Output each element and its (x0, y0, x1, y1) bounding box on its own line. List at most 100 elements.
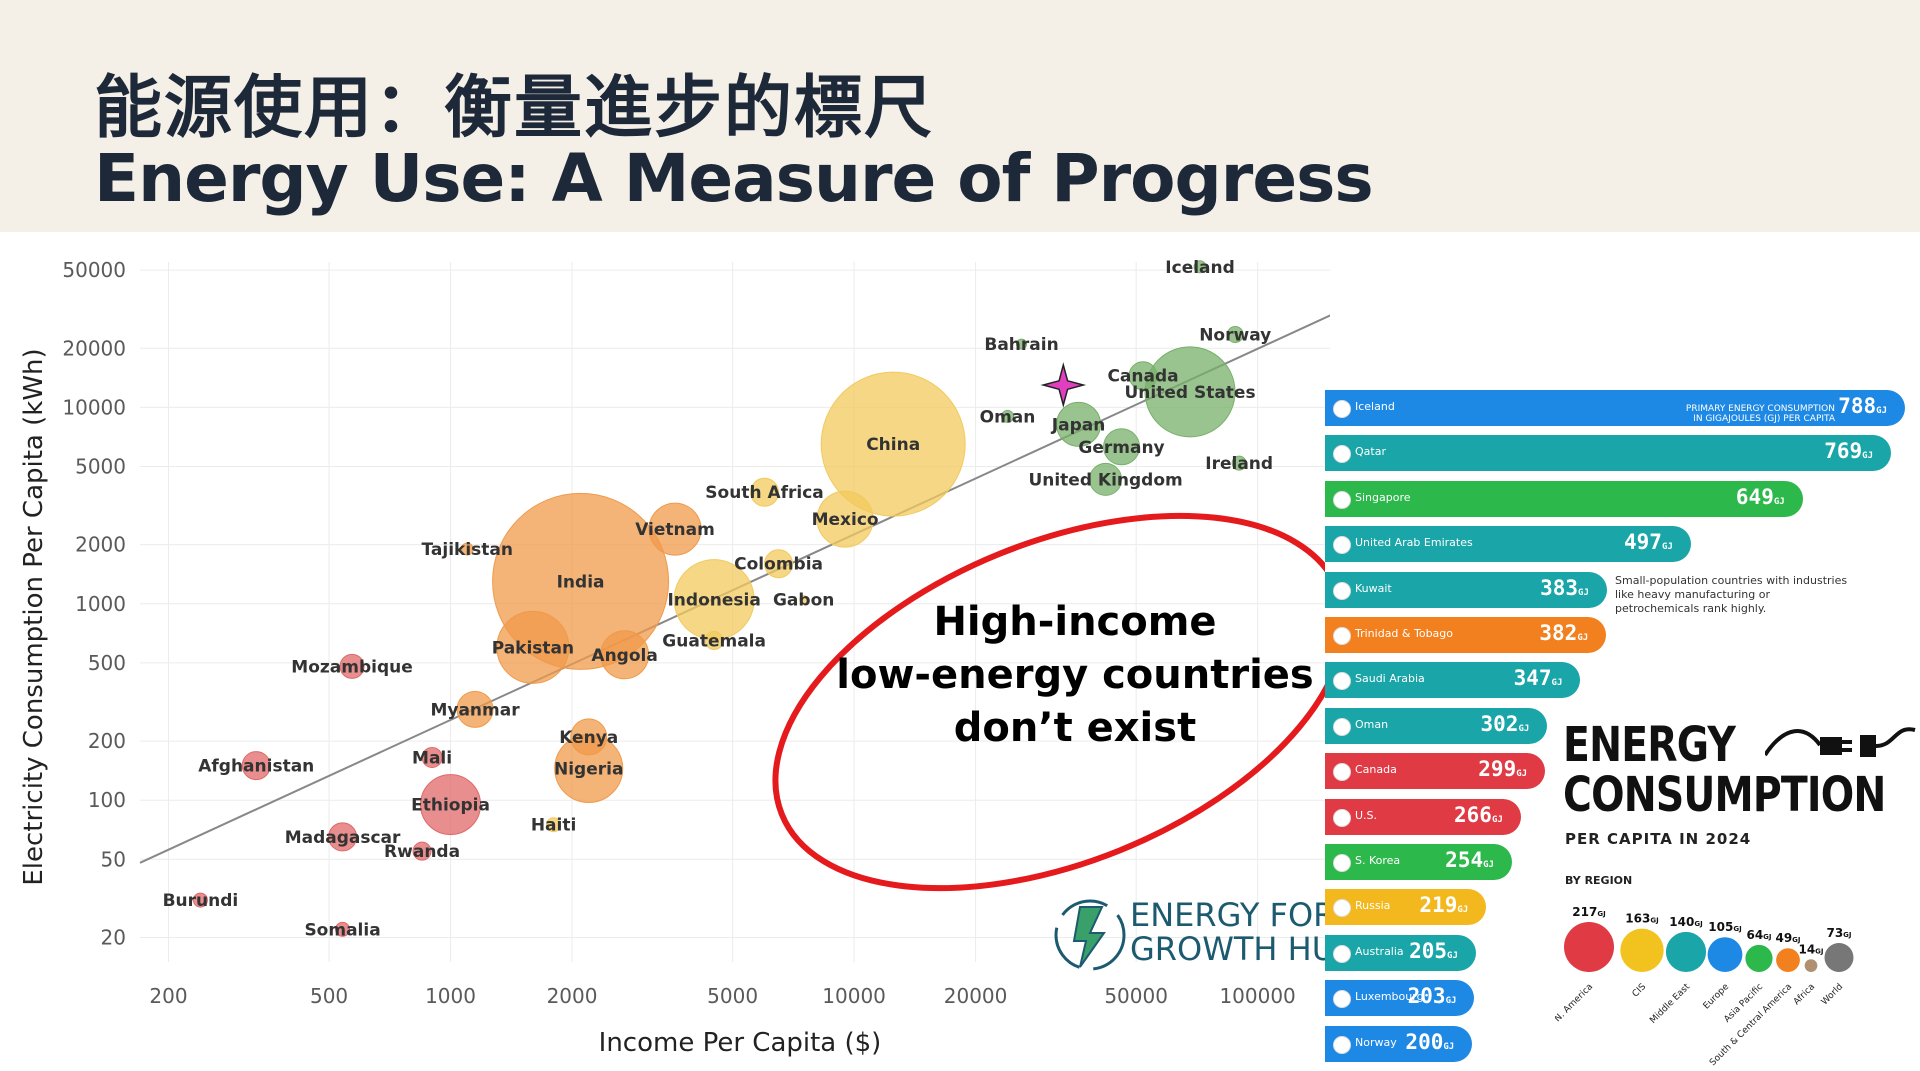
x-tick-label: 1000 (425, 984, 476, 1008)
bar-label: S. Korea (1355, 854, 1401, 867)
bar-canada: Canada 299GJ (1325, 753, 1546, 790)
bar-label: Russia (1355, 899, 1391, 913)
point-ethiopia (420, 774, 482, 836)
point-mali (421, 746, 443, 768)
label-ireland: Ireland (1205, 454, 1273, 474)
title-english: Energy Use: A Measure of Progress (94, 140, 1374, 217)
label-united-kingdom: United Kingdom (1028, 470, 1182, 490)
bar-label: Iceland (1355, 400, 1395, 413)
y-tick-label: 50 (101, 847, 126, 871)
bar-label: Singapore (1355, 490, 1411, 504)
x-tick-label: 500 (310, 984, 348, 1008)
region-value: 217GJ (1572, 905, 1605, 919)
bar-label: Norway (1355, 1035, 1397, 1049)
flag-icon (1333, 990, 1351, 1009)
point-ireland (1231, 455, 1247, 471)
flag-icon (1333, 854, 1351, 872)
x-tick-label: 50000 (1104, 984, 1168, 1008)
region-bubble (1745, 944, 1773, 972)
point-mexico (816, 490, 874, 548)
y-tick-label: 20 (101, 925, 126, 949)
point-madagascar (328, 822, 358, 852)
annotation-line-2: low-energy countries (836, 652, 1313, 698)
point-norway (1226, 326, 1244, 344)
bar-label: Canada (1355, 763, 1397, 777)
bar-value: 769GJ (1824, 439, 1873, 464)
point-germany (1103, 428, 1141, 466)
logo-text: ENERGY FOR GROWTH HUB (1130, 898, 1357, 966)
point-gabon (799, 595, 809, 605)
bar-value: 383GJ (1540, 575, 1589, 600)
bar-oman: Oman 302GJ (1325, 707, 1548, 744)
bar-value: 302GJ (1480, 711, 1530, 736)
region-bubble (1707, 937, 1743, 972)
bar-value: 266GJ (1454, 802, 1503, 827)
point-iceland (1193, 260, 1207, 274)
flag-icon (1333, 763, 1351, 782)
bar-kuwait: Kuwait 383GJ (1325, 571, 1607, 608)
region-bubble (1620, 928, 1664, 972)
label-myanmar: Myanmar (430, 700, 520, 720)
point-vietnam (648, 502, 702, 556)
bar-value: 497GJ (1624, 530, 1673, 555)
y-tick-label: 50000 (62, 258, 126, 282)
bar-label: United Arab Emirates (1355, 536, 1473, 550)
point-rwanda (412, 841, 432, 861)
label-norway: Norway (1199, 326, 1271, 346)
y-tick-label: 2000 (75, 533, 126, 557)
bar-label: U.S. (1355, 808, 1378, 822)
x-tick-label: 5000 (707, 984, 758, 1008)
region-value: 105GJ (1708, 920, 1741, 934)
bar-australia: Australia 205GJ (1325, 934, 1476, 971)
label-india: India (557, 572, 605, 592)
flag-icon (1333, 627, 1351, 645)
label-canada: Canada (1107, 367, 1178, 387)
infographic-subtitle: PER CAPITA IN 2024 (1565, 830, 1752, 848)
bar-value: 219GJ (1419, 893, 1469, 918)
point-haiti (546, 817, 562, 833)
point-myanmar (456, 690, 494, 728)
region-value: 14GJ (1798, 942, 1823, 956)
logo-line-1: ENERGY FOR (1130, 896, 1336, 934)
x-tick-labels: 200 500 1000 2000 5000 10000 20000 50000 100000 (149, 984, 1295, 1008)
annotation-line-3: don’t exist (954, 705, 1196, 751)
y-tick-label: 500 (88, 651, 126, 675)
label-iceland: Iceland (1165, 258, 1235, 278)
bar-value: 347GJ (1513, 666, 1563, 691)
y-axis-label: Electricity Consumption Per Capita (kWh) (19, 348, 49, 885)
title-banner: 能源使用：衡量進步的標尺 Energy Use: A Measure of Pr… (0, 0, 1920, 232)
region-bubble (1804, 959, 1818, 972)
x-tick-label: 100000 (1219, 984, 1295, 1008)
y-tick-label: 5000 (75, 455, 126, 479)
label-guatemala: Guatemala (662, 632, 766, 652)
point-tajikistan (460, 542, 474, 556)
point-bahrain (1016, 338, 1028, 350)
flag-icon (1333, 581, 1351, 600)
label-madagascar: Madagascar (285, 828, 401, 848)
title-chinese: 能源使用：衡量進步的標尺 (94, 69, 935, 148)
flag-icon (1333, 445, 1351, 464)
region-bubble (1776, 948, 1800, 972)
label-mexico: Mexico (812, 510, 879, 530)
flag-icon (1333, 717, 1351, 736)
point-somalia (335, 921, 351, 937)
point-afghanistan (241, 751, 271, 781)
data-points (192, 260, 1247, 937)
annotation-line-1: High-income (933, 599, 1216, 645)
ranking-note: Small-population countries with industri… (1615, 574, 1848, 615)
point-burundi (192, 892, 208, 908)
flag-icon (1333, 808, 1351, 827)
bar-norway: Norway 200GJ (1325, 1025, 1473, 1062)
region-value: 49GJ (1775, 931, 1800, 945)
bar-luxembourg: Luxembourg 203GJ (1325, 980, 1475, 1017)
bar-value: 203GJ (1407, 984, 1457, 1009)
region-title: BY REGION (1565, 874, 1633, 887)
flag-icon (1333, 536, 1351, 555)
x-tick-label: 2000 (547, 984, 598, 1008)
label-kenya: Kenya (559, 728, 618, 748)
region-bubble (1665, 931, 1707, 972)
flag-icon (1333, 1035, 1351, 1054)
point-mozambique (339, 653, 365, 679)
label-haiti: Haiti (531, 816, 576, 836)
